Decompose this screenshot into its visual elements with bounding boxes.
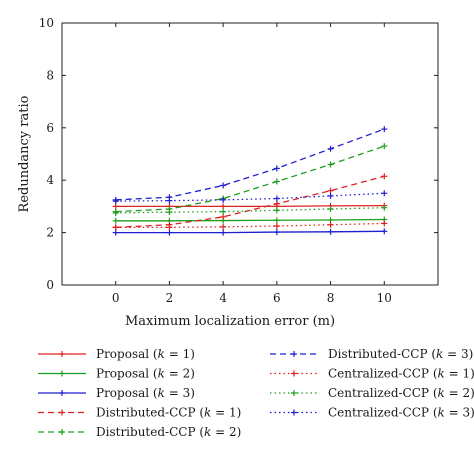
- legend-k-symbol: k: [158, 347, 165, 361]
- legend-label: Distributed-CCP (k = 2): [96, 425, 241, 439]
- legend-k-value: 3: [183, 386, 191, 400]
- legend-k-symbol: k: [204, 406, 211, 420]
- legend-item: Distributed-CCP (k = 2): [38, 425, 241, 439]
- plot-area: 0 2 4 6 8 10 0 2 4 6 8 10 Maximum localization error…: [17, 16, 439, 329]
- legend-k-symbol: k: [438, 367, 445, 381]
- legend-series-name: Centralized-CCP: [328, 386, 429, 400]
- series-6: [112, 220, 388, 231]
- y-tick-label: 10: [39, 16, 54, 30]
- legend-series-name: Proposal: [96, 347, 149, 361]
- legend-series-name: Centralized-CCP: [328, 406, 429, 420]
- legend-label: Proposal (k = 2): [96, 367, 195, 381]
- legend-label: Centralized-CCP (k = 3): [328, 406, 474, 420]
- legend-series-name: Distributed-CCP: [96, 406, 196, 420]
- series-4: [112, 143, 388, 215]
- y-tick-label: 2: [46, 226, 54, 240]
- series-line: [115, 175, 385, 229]
- legend-label: Centralized-CCP (k = 2): [328, 386, 474, 400]
- x-axis-label: Maximum localization error (m): [125, 314, 335, 329]
- x-tick-label: 8: [327, 291, 335, 305]
- y-tick-label: 0: [46, 278, 54, 292]
- series-7: [112, 204, 388, 216]
- series-line: [115, 192, 385, 202]
- legend-k-value: 2: [229, 425, 237, 439]
- series-line: [115, 218, 385, 222]
- series-1: [112, 216, 388, 224]
- legend-k-value: 1: [229, 406, 237, 420]
- legend-label: Distributed-CCP (k = 1): [96, 406, 241, 420]
- legend-label: Proposal (k = 3): [96, 386, 195, 400]
- series-line: [115, 204, 385, 208]
- series-line: [115, 128, 385, 201]
- legend-k-symbol: k: [158, 367, 165, 381]
- x-tick-label: 10: [377, 291, 392, 305]
- legend-k-symbol: k: [436, 347, 443, 361]
- legend-series-name: Proposal: [96, 367, 149, 381]
- series-8: [112, 190, 388, 205]
- legend-k-value: 3: [461, 347, 469, 361]
- y-tick-label: 8: [46, 68, 54, 82]
- legend-series-name: Proposal: [96, 386, 149, 400]
- legend-item: Centralized-CCP (k = 2): [270, 386, 474, 400]
- series-line: [115, 145, 385, 213]
- legend-item: Distributed-CCP (k = 3): [270, 347, 473, 361]
- legend-item: Proposal (k = 2): [38, 367, 195, 381]
- legend-label: Centralized-CCP (k = 1): [328, 367, 474, 381]
- x-tick-label: 2: [166, 291, 174, 305]
- legend-k-value: 2: [462, 386, 470, 400]
- plot-frame: [61, 22, 439, 286]
- legend-label: Proposal (k = 1): [96, 347, 195, 361]
- legend-k-symbol: k: [438, 386, 445, 400]
- legend-series-name: Distributed-CCP: [96, 425, 196, 439]
- legend-item: Proposal (k = 3): [38, 386, 195, 400]
- series-3: [112, 173, 388, 231]
- legend-k-value: 1: [462, 367, 470, 381]
- y-axis-label: Redundancy ratio: [17, 95, 32, 212]
- legend-k-symbol: k: [204, 425, 211, 439]
- series-5: [112, 126, 388, 203]
- x-tick-label: 4: [219, 291, 227, 305]
- legend-label: Distributed-CCP (k = 3): [328, 347, 473, 361]
- legend-item: Proposal (k = 1): [38, 347, 195, 361]
- legend-item: Distributed-CCP (k = 1): [38, 406, 241, 420]
- legend-k-value: 1: [183, 347, 191, 361]
- legend: Proposal (k = 1)Proposal (k = 2)Proposal…: [38, 347, 474, 439]
- y-tick-label: 4: [46, 173, 54, 187]
- y-tick-label: 6: [46, 121, 54, 135]
- legend-item: Centralized-CCP (k = 3): [270, 406, 474, 420]
- legend-series-name: Centralized-CCP: [328, 367, 429, 381]
- series-line: [115, 230, 385, 234]
- x-tick-label: 0: [112, 291, 120, 305]
- series-2: [112, 228, 388, 236]
- legend-k-symbol: k: [158, 386, 165, 400]
- legend-k-value: 2: [183, 367, 191, 381]
- legend-k-value: 3: [462, 406, 470, 420]
- legend-k-symbol: k: [438, 406, 445, 420]
- x-tick-label: 6: [273, 291, 281, 305]
- legend-series-name: Distributed-CCP: [328, 347, 428, 361]
- legend-item: Centralized-CCP (k = 1): [270, 367, 474, 381]
